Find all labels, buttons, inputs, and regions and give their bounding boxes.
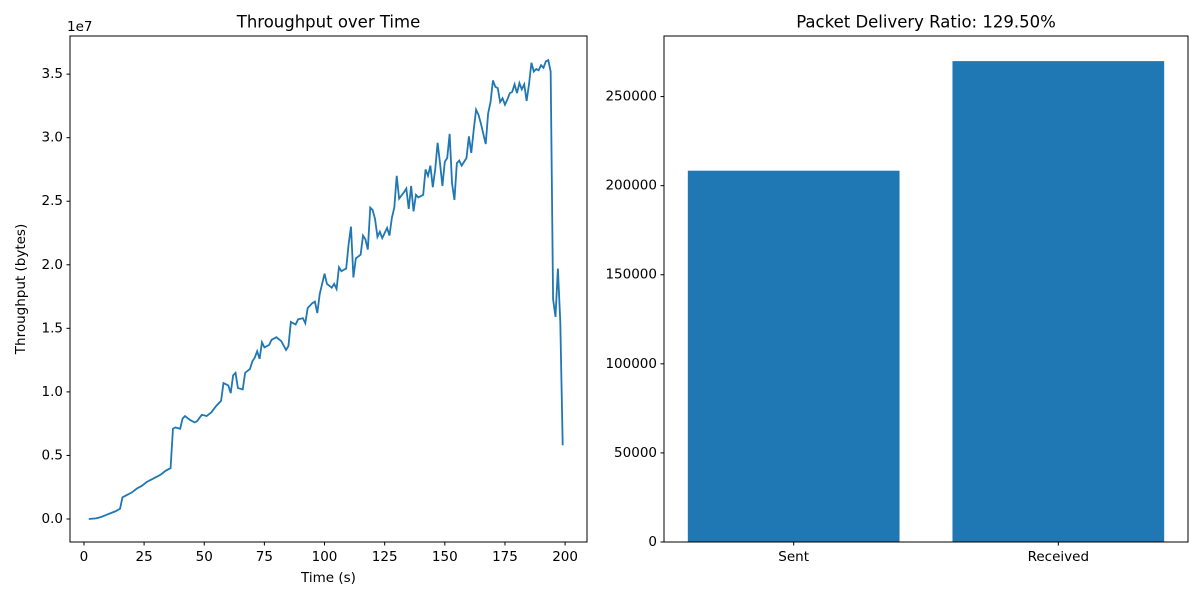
y-offset-label: 1e7 [67, 19, 92, 35]
y-tick-label: 0.0 [42, 511, 63, 527]
x-tick-label: 175 [492, 549, 518, 565]
y-tick-label: 3.5 [42, 66, 63, 82]
plot-frame [663, 35, 1189, 543]
x-tick-label: 100 [312, 549, 338, 565]
x-tick-label: 125 [372, 549, 398, 565]
y-tick-label: 100000 [605, 356, 657, 372]
chart-title: Packet Delivery Ratio: 129.50% [796, 13, 1056, 32]
x-tick-label: 200 [552, 549, 578, 565]
y-axis-label: Throughput (bytes) [13, 224, 29, 355]
bar [687, 170, 900, 542]
x-axis-label: Time (s) [300, 570, 356, 586]
y-tick-label: 150000 [605, 267, 657, 283]
y-tick-label: 1.0 [42, 384, 63, 400]
y-tick-label: 1.5 [42, 320, 63, 336]
y-tick-label: 0 [648, 534, 657, 550]
x-tick-label: Received [1028, 549, 1089, 565]
data-line [88, 58, 564, 520]
x-tick-label: 25 [136, 549, 153, 565]
y-tick-label: 2.0 [42, 257, 63, 273]
x-tick-label: 0 [80, 549, 89, 565]
y-tick-label: 0.5 [42, 447, 63, 463]
y-tick-label: 50000 [614, 445, 657, 461]
plot-frame [69, 35, 588, 543]
x-tick-label: 50 [196, 549, 213, 565]
x-tick-label: 150 [432, 549, 458, 565]
chart-title: Throughput over Time [236, 13, 421, 32]
x-tick-label: Sent [778, 549, 809, 565]
y-tick-label: 200000 [605, 178, 657, 194]
y-tick-label: 2.5 [42, 193, 63, 209]
y-tick-label: 250000 [605, 89, 657, 105]
bar [952, 61, 1165, 543]
y-tick-label: 3.0 [42, 130, 63, 146]
x-tick-label: 75 [256, 549, 273, 565]
